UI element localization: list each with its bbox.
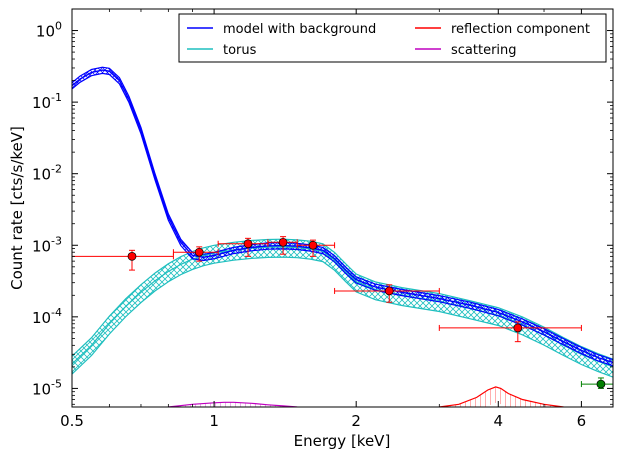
data-marker [243,239,253,249]
reflection-line [439,386,564,407]
legend-label: reflection component [451,22,590,37]
model-line-upper [72,66,613,361]
x-tick-label: 0.5 [60,412,84,430]
data-point-3 [267,236,298,255]
axes [71,8,614,408]
torus-line-lower [72,256,613,378]
legend-box [178,13,607,63]
y-tick-label: 10-2 [32,163,62,184]
y-axis-label: Count rate [cts/s/keV] [8,126,26,290]
data-marker [278,237,288,247]
data-points [72,236,613,389]
legend-entry-2: reflection component [415,22,590,37]
data-marker [194,247,204,257]
x-tick-label: 1 [209,412,219,430]
scattering-line [168,401,298,407]
model-line [72,69,613,364]
y-tick-label: 100 [36,20,62,41]
legend-entry-0: model with background [187,22,376,37]
x-tick-label: 4 [494,412,504,430]
data-point-4 [296,239,336,257]
x-tick-label: 6 [577,412,587,430]
data-point-0 [72,249,174,271]
x-axis-label: Energy [keV] [294,432,391,450]
data-marker [384,286,394,296]
legend-entry-1: torus [187,43,257,58]
legend-label: model with background [223,22,376,37]
legend: model with background torus reflection com… [178,13,607,63]
scattering-band [168,402,298,407]
y-tick-label: 10-3 [32,234,62,255]
y-tick-label: 10-1 [32,91,62,112]
tick-labels: 0.5 1 2 4 6 10-5 10-4 10-3 10-2 10-1 100 [32,20,586,430]
series-lines [72,66,613,407]
data-point-7 [580,377,613,389]
data-marker [127,252,137,261]
legend-label: torus [223,43,257,58]
torus-line-upper [72,238,613,360]
legend-entry-3: scattering [415,43,517,58]
data-point-5 [334,284,440,303]
data-point-6 [438,321,582,343]
uncertainty-bands [72,67,613,407]
y-tick-label: 10-4 [32,306,62,327]
data-marker [596,379,606,389]
y-tick-label: 10-5 [32,377,62,398]
legend-label: scattering [451,43,517,58]
data-point-2 [217,237,269,257]
data-marker [513,323,523,333]
data-point-1 [172,246,219,262]
plot-frame [71,8,614,408]
x-tick-label: 2 [351,412,361,430]
data-marker [308,240,318,250]
